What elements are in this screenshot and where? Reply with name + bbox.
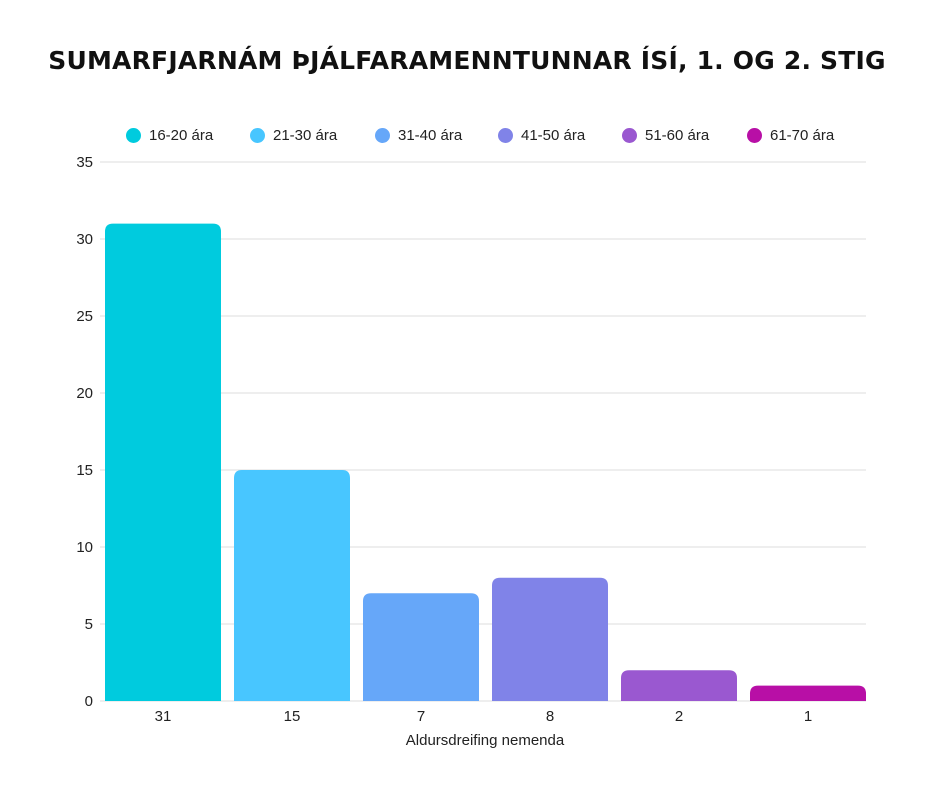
x-tick-label: 2: [675, 708, 683, 725]
legend-item: 31-40 ára: [375, 124, 462, 146]
x-tick-label: 31: [155, 708, 172, 725]
legend-label: 31-40 ára: [398, 126, 463, 144]
bar-41-50-ára: [492, 577, 608, 701]
legend-swatch: [747, 127, 762, 143]
legend-label: 21-30 ára: [273, 126, 338, 144]
chart-title: SUMARFJARNÁM ÞJÁLFARAMENNTUNNAR ÍSÍ, 1. …: [48, 46, 886, 75]
x-tick-label: 15: [284, 708, 301, 725]
legend-item: 41-50 ára: [498, 124, 585, 146]
legend: 16-20 ára 21-30 ára 31-40 ára 41-50 ára 51-6…: [0, 124, 940, 146]
y-tick-label: 30: [76, 231, 93, 248]
bar-31-40-ára: [363, 593, 479, 701]
x-axis-ticks: 31 15 7 8 2 1: [155, 708, 813, 725]
gridlines: [100, 161, 866, 702]
y-tick-label: 20: [76, 385, 93, 402]
bar-61-70-ára: [750, 685, 866, 701]
y-tick-label: 35: [76, 154, 93, 171]
legend-swatch: [250, 127, 265, 143]
legend-label: 41-50 ára: [521, 126, 586, 144]
legend-swatch: [498, 127, 513, 143]
legend-item: 21-30 ára: [250, 124, 337, 146]
bar-16-20-ára: [105, 223, 221, 701]
legend-item: 51-60 ára: [622, 124, 709, 146]
x-tick-label: 8: [546, 708, 554, 725]
y-tick-label: 5: [85, 616, 93, 633]
legend-swatch: [375, 127, 390, 143]
y-tick-label: 25: [76, 308, 93, 325]
bars: [105, 223, 866, 701]
y-axis-ticks: 0 5 10 15 20 25 30 35: [76, 154, 93, 710]
legend-label: 61-70 ára: [770, 126, 835, 144]
x-axis-title: Aldursdreifing nemenda: [406, 732, 565, 749]
legend-item: 16-20 ára: [126, 124, 213, 146]
bar-21-30-ára: [234, 470, 350, 701]
y-tick-label: 15: [76, 462, 93, 479]
y-tick-label: 0: [85, 693, 93, 710]
legend-swatch: [126, 127, 141, 143]
legend-item: 61-70 ára: [747, 124, 834, 146]
y-tick-label: 10: [76, 539, 93, 556]
legend-swatch: [622, 127, 637, 143]
x-tick-label: 7: [417, 708, 425, 725]
x-tick-label: 1: [804, 708, 812, 725]
legend-label: 16-20 ára: [149, 126, 214, 144]
bar-51-60-ára: [621, 670, 737, 701]
legend-label: 51-60 ára: [645, 126, 710, 144]
